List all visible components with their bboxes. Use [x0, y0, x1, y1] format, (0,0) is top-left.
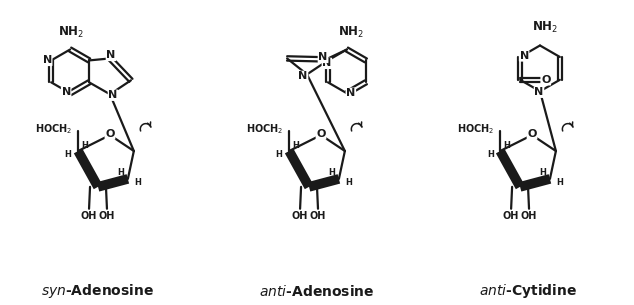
Text: OH: OH	[81, 211, 97, 221]
Text: N: N	[42, 56, 52, 65]
Text: O: O	[541, 75, 550, 85]
Text: N: N	[346, 88, 356, 98]
Text: $\mathit{anti}$-Adenosine: $\mathit{anti}$-Adenosine	[259, 284, 375, 299]
Text: H: H	[540, 168, 547, 178]
Text: OH: OH	[310, 211, 326, 221]
Text: H: H	[293, 141, 299, 149]
Text: H: H	[82, 141, 89, 149]
Text: HOCH$_2$: HOCH$_2$	[456, 122, 494, 136]
Text: N: N	[61, 87, 71, 97]
Text: N: N	[519, 51, 529, 61]
Text: N: N	[107, 50, 115, 60]
Text: NH$_2$: NH$_2$	[58, 24, 84, 40]
Text: H: H	[134, 178, 141, 187]
Text: N: N	[322, 59, 332, 68]
Text: OH: OH	[521, 211, 537, 221]
Text: O: O	[105, 129, 115, 139]
Text: N: N	[108, 90, 118, 100]
Text: H: H	[276, 150, 283, 160]
Text: OH: OH	[503, 211, 519, 221]
Text: H: H	[487, 150, 494, 160]
Text: H: H	[65, 150, 72, 160]
Text: H: H	[117, 168, 124, 178]
Text: OH: OH	[99, 211, 115, 221]
Text: NH$_2$: NH$_2$	[532, 20, 558, 34]
Text: O: O	[316, 129, 326, 139]
Text: $\mathit{anti}$-Cytidine: $\mathit{anti}$-Cytidine	[479, 282, 577, 300]
Text: N: N	[318, 52, 328, 63]
Text: HOCH$_2$: HOCH$_2$	[35, 122, 72, 136]
Text: H: H	[503, 141, 510, 149]
Text: H: H	[346, 178, 353, 187]
Text: O: O	[527, 129, 537, 139]
Text: HOCH$_2$: HOCH$_2$	[246, 122, 283, 136]
Text: $\mathit{syn}$-Adenosine: $\mathit{syn}$-Adenosine	[41, 282, 155, 300]
Text: OH: OH	[292, 211, 308, 221]
Text: H: H	[328, 168, 335, 178]
Text: N: N	[299, 71, 307, 81]
Text: H: H	[557, 178, 564, 187]
Text: NH$_2$: NH$_2$	[338, 24, 364, 40]
Text: N: N	[534, 87, 543, 97]
